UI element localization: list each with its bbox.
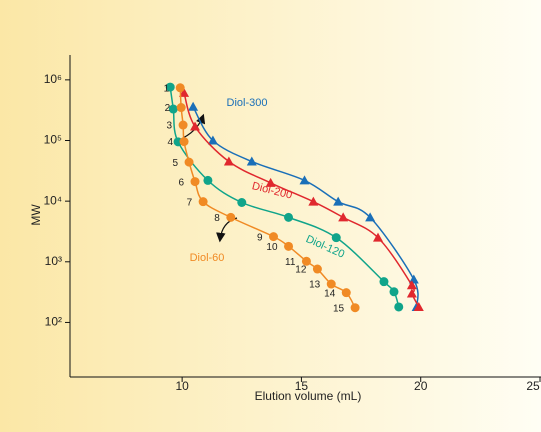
y-tick-label: 10⁴ [43,193,62,207]
triangle-marker [207,135,218,145]
y-tick-label: 10² [45,315,62,329]
circle-marker [190,177,200,187]
circle-marker [168,104,178,114]
triangle-marker [406,288,417,298]
y-axis-title: MW [29,204,43,226]
x-tick-label: 10 [175,379,189,393]
y-tick-label: 10⁶ [44,72,62,86]
point-label: 9 [257,232,263,243]
point-label: 6 [178,177,184,188]
triangle-marker [190,121,201,131]
point-label: 1 [164,83,170,94]
point-label: 13 [309,280,321,291]
triangle-marker [179,87,190,97]
triangle-marker [246,156,257,166]
circle-marker [389,287,399,297]
point-label: 7 [187,197,193,208]
circle-marker [301,256,311,266]
x-tick-label: 20 [414,379,428,393]
point-label: 4 [167,137,173,148]
point-label: 14 [324,288,336,299]
point-label: 10 [266,242,278,253]
triangle-marker [265,177,276,187]
circle-marker [198,197,208,207]
circle-marker [175,83,185,93]
circle-marker [184,157,194,167]
triangle-marker [413,301,424,311]
circle-marker [179,137,189,147]
triangle-marker [299,175,310,185]
circle-marker [394,302,404,312]
circle-marker [331,233,341,243]
circle-marker [269,232,279,242]
circle-marker [203,175,213,185]
triangle-marker [406,280,417,290]
series-label: Diol-60 [190,252,225,264]
point-label: 12 [295,265,307,276]
triangle-marker [308,196,319,206]
x-tick-label: 25 [526,379,540,393]
circle-marker [379,277,389,287]
point-label: 3 [167,121,173,132]
circle-marker [284,212,294,222]
point-label: 2 [165,103,171,114]
x-tick-label: 15 [295,379,309,393]
circle-marker [226,212,236,222]
series-label: Diol-300 [227,97,268,109]
circle-marker [341,288,351,298]
circle-marker [178,120,188,130]
y-tick-label: 10³ [45,254,62,268]
circle-marker [165,82,175,92]
triangle-marker [408,274,419,284]
circle-marker [237,198,247,208]
triangle-marker [223,156,234,166]
y-tick-label: 10⁵ [44,133,62,147]
circle-marker [350,303,360,313]
triangle-marker [373,232,384,242]
x-axis-title: Elution volume (mL) [255,389,362,403]
circle-marker [312,264,322,274]
triangle-marker [365,212,376,222]
circle-marker [284,241,294,251]
circle-marker [176,103,186,113]
point-label: 8 [214,213,220,224]
fit-curve [183,92,420,308]
circle-marker [326,279,336,289]
triangle-marker [333,196,344,206]
triangle-marker [188,101,199,111]
point-label: 15 [333,303,345,314]
point-label: 5 [172,158,178,169]
point-label: 11 [285,257,296,268]
triangle-marker [338,212,349,222]
